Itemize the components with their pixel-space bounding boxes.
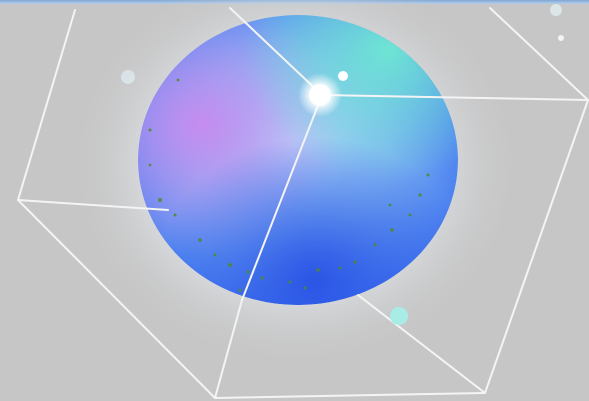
faint-marker-left: [121, 70, 135, 84]
faint-marker-right: [558, 35, 564, 41]
wireframe-cube: [17, 7, 589, 399]
faint-marker-top-right: [550, 4, 562, 16]
surface-speckles: [148, 78, 430, 292]
small-light-icon: [338, 71, 348, 81]
light-source-icon: [309, 84, 331, 106]
color-orb: [138, 15, 458, 305]
cube-corner-marker: [390, 307, 408, 325]
